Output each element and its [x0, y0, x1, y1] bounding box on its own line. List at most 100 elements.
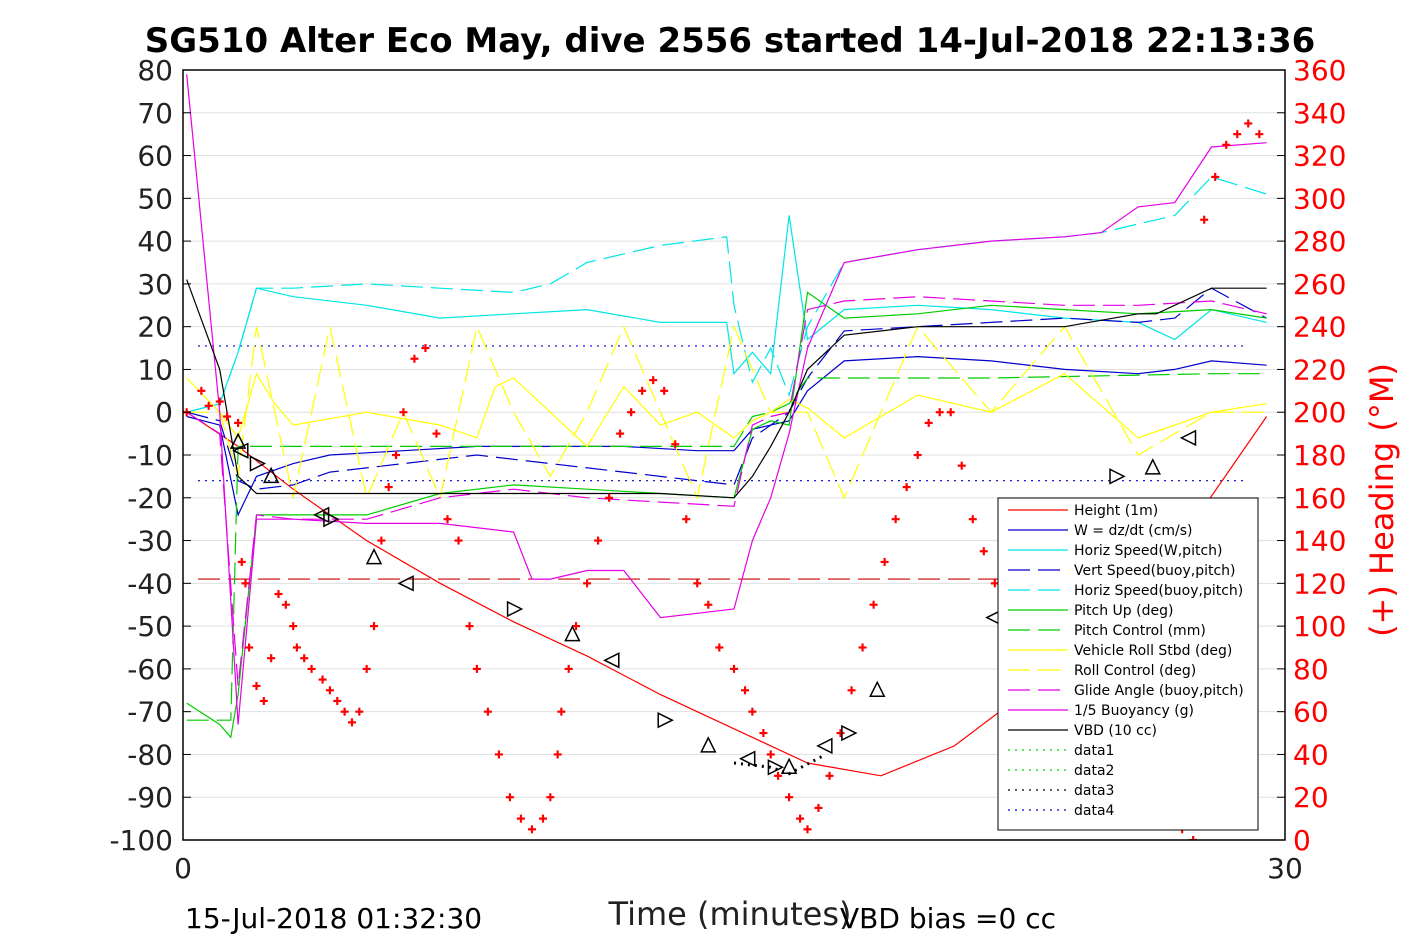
heading-point	[215, 397, 224, 406]
y-tick-label: 20	[137, 311, 173, 344]
heading-point	[836, 729, 845, 738]
heading-point	[259, 696, 268, 705]
heading-point	[704, 600, 713, 609]
heading-point	[1222, 140, 1231, 149]
right-tick-label: 220	[1293, 353, 1346, 386]
heading-point	[223, 412, 232, 421]
triangle-marker	[780, 757, 798, 775]
heading-point	[204, 401, 213, 410]
triangle-marker	[1144, 458, 1161, 475]
legend: Height (1m) W = dz/dt (cm/s) Horiz Speed(W…	[997, 497, 1259, 831]
triangle-marker	[657, 712, 674, 729]
right-tick-label: 320	[1293, 140, 1346, 173]
left-axis: 80 70 60 50 40 30 20 10 0 -10 -20 -30 -40 -50 -60 -70 -8…	[109, 54, 191, 857]
heading-point	[392, 451, 401, 459]
y-tick-label: 60	[137, 140, 173, 173]
heading-point	[880, 557, 889, 566]
legend-label: VBD (10 cc)	[1074, 723, 1157, 739]
right-tick-label: 40	[1293, 738, 1329, 771]
triangle-marker	[816, 737, 833, 755]
right-tick-label: 80	[1293, 653, 1329, 686]
heading-point	[281, 600, 290, 609]
right-axis-label: (+) Heading (°M)	[1363, 363, 1401, 637]
heading-point	[465, 622, 474, 631]
y-tick-label: 50	[137, 182, 173, 215]
heading-point	[355, 707, 364, 716]
y-tick-label: -30	[127, 525, 173, 558]
y-tick-label: -100	[109, 824, 173, 857]
heading-point	[557, 707, 566, 716]
heading-point	[759, 729, 768, 738]
heading-point	[307, 664, 316, 673]
heading-point	[825, 771, 834, 780]
right-tick-label: 180	[1293, 439, 1346, 472]
legend-label: data4	[1074, 803, 1115, 819]
triangle-marker	[841, 724, 858, 742]
triangle-marker	[262, 466, 280, 484]
legend-label: data3	[1074, 783, 1114, 799]
heading-point	[649, 376, 658, 385]
heading-point	[682, 515, 691, 524]
triangle-marker	[397, 575, 414, 592]
y-tick-label: 40	[137, 225, 173, 258]
series-line	[186, 287, 1267, 490]
heading-point	[1244, 119, 1253, 128]
heading-point	[979, 547, 988, 556]
heading-point	[1211, 172, 1220, 181]
triangle-marker	[1179, 429, 1197, 447]
y-tick-label: 0	[155, 396, 173, 429]
heading-point	[370, 622, 379, 631]
y-tick-label: -80	[127, 738, 173, 771]
heading-point	[362, 664, 371, 673]
heading-point	[913, 451, 922, 459]
right-tick-label: 100	[1293, 610, 1346, 643]
heading-point	[377, 536, 386, 545]
heading-point	[432, 429, 441, 438]
triangle-marker	[365, 547, 383, 565]
heading-point	[638, 386, 647, 395]
heading-point	[538, 814, 547, 823]
legend-label: Height (1m)	[1074, 503, 1158, 519]
heading-point	[847, 686, 856, 695]
right-tick-label: 340	[1293, 97, 1346, 130]
triangle-marker	[232, 442, 249, 459]
heading-point	[325, 686, 334, 695]
heading-point	[803, 825, 812, 834]
heading-point	[410, 354, 419, 363]
heading-point	[274, 590, 283, 599]
heading-point	[505, 793, 514, 802]
heading-point	[384, 483, 393, 492]
heading-point	[292, 643, 301, 652]
right-tick-label: 60	[1293, 696, 1329, 729]
series-line	[186, 373, 1267, 721]
legend-label: Pitch Control (mm)	[1074, 623, 1206, 639]
heading-point	[730, 664, 738, 673]
heading-point	[891, 515, 900, 524]
legend-label: 1/5 Buoyancy (g)	[1074, 703, 1194, 719]
heading-point	[1189, 836, 1198, 840]
heading-point	[968, 515, 977, 524]
y-tick-label: -70	[127, 696, 173, 729]
legend-label: Horiz Speed(W,pitch)	[1074, 543, 1222, 559]
heading-point	[924, 418, 933, 427]
heading-point	[421, 344, 430, 353]
heading-point	[527, 825, 536, 834]
legend-label: Pitch Up (deg)	[1074, 603, 1173, 619]
x-tick-label: 0	[174, 852, 192, 885]
legend-label: Vehicle Roll Stbd (deg)	[1074, 643, 1232, 659]
triangle-marker	[739, 750, 756, 767]
heading-point	[671, 440, 680, 449]
right-tick-label: 0	[1293, 824, 1311, 857]
heading-point	[902, 483, 911, 492]
right-tick-label: 240	[1293, 311, 1346, 344]
triangle-marker	[767, 759, 785, 776]
heading-point	[443, 515, 452, 524]
chart-title: SG510 Alter Eco May, dive 2556 started 1…	[145, 21, 1316, 61]
heading-point	[869, 600, 878, 609]
heading-point	[583, 579, 592, 588]
triangle-marker	[869, 680, 886, 698]
right-tick-label: 140	[1293, 525, 1346, 558]
heading-point	[957, 461, 966, 470]
triangle-marker	[323, 510, 340, 528]
series-line	[186, 279, 1267, 499]
